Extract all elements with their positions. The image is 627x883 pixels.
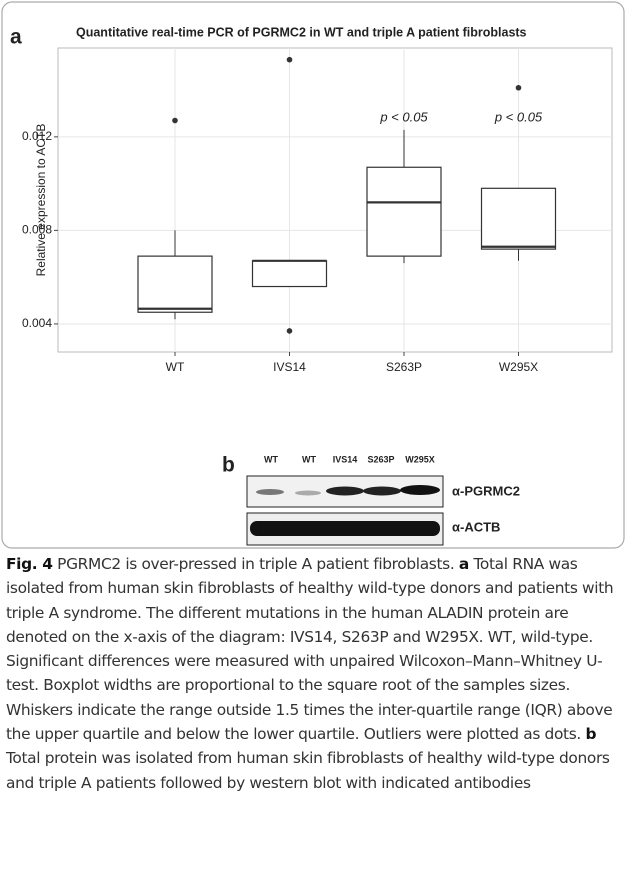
outlier [516,85,522,91]
band [400,485,440,495]
lane-label: WT [264,454,278,464]
chart-title: Quantitative real-time PCR of PGRMC2 in … [76,25,527,39]
x-tick-label: IVS14 [273,360,306,374]
caption-text: Fig. 4 [6,555,53,573]
lane-label: WT [302,454,316,464]
x-tick-label: W295X [499,360,538,374]
antibody-label: α-ACTB [452,519,500,534]
caption-text: Total protein was isolated from human sk… [6,749,610,791]
caption-text: b [585,725,596,743]
caption-text: a [459,555,469,573]
antibody-label: α-PGRMC2 [452,483,520,498]
outlier [172,118,178,124]
band [295,491,321,496]
caption: Fig. 4 PGRMC2 is over-pressed in triple … [6,552,621,795]
lane-label: W295X [405,454,435,464]
y-axis-label: Relative expression to ACTB [34,124,48,277]
panel-label: a [10,26,22,49]
band [250,521,440,536]
page: a Quantitative real-time PCR of PGRMC2 i… [0,0,627,883]
lane-label: S263P [367,454,394,464]
outlier [287,328,293,334]
x-tick-label: S263P [386,360,422,374]
band [363,487,401,496]
outlier [287,57,293,63]
y-tick-label: 0.008 [22,223,52,237]
p-value: p < 0.05 [494,109,543,124]
band [256,489,284,495]
box [482,188,556,249]
y-tick-label: 0.012 [22,129,52,143]
p-value: p < 0.05 [379,109,428,124]
caption-text: PGRMC2 is over-pressed in triple A patie… [53,555,459,573]
lane-label: IVS14 [333,454,358,464]
caption-text: Total RNA was isolated from human skin f… [6,555,613,743]
box [253,261,327,287]
y-tick-label: 0.004 [22,316,52,330]
panel-label: b [222,454,235,477]
figure: a Quantitative real-time PCR of PGRMC2 i… [0,0,627,552]
band [326,487,364,496]
x-tick-label: WT [166,360,185,374]
box [367,167,441,256]
box [138,256,212,312]
